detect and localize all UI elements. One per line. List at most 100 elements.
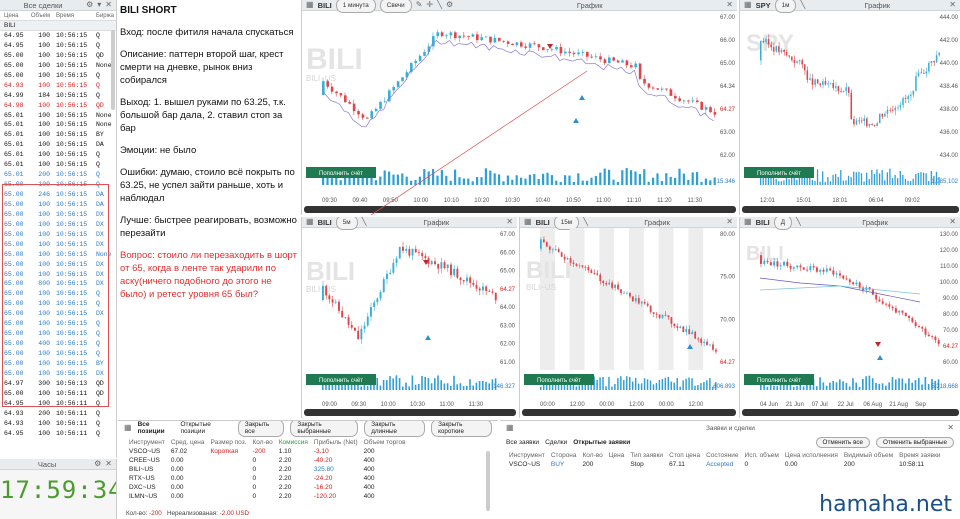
grid-icon[interactable]: ▦ xyxy=(506,423,514,432)
fill-account-button[interactable] xyxy=(524,374,594,385)
tape-row: 65.00 100 10:56:15 None xyxy=(0,250,116,260)
fill-account-button[interactable] xyxy=(306,167,376,178)
table-row[interactable]: ILMN~US 0.00 0 2.20 -120.20 400 xyxy=(126,492,409,501)
grid-icon[interactable]: ▦ xyxy=(524,217,532,226)
col-volume[interactable]: Объем торгов xyxy=(363,439,406,446)
interval-select[interactable]: 5м xyxy=(335,217,358,230)
orders-col[interactable]: Цена xyxy=(608,452,625,459)
orders-col[interactable]: Инструмент xyxy=(509,452,545,459)
gear-icon[interactable]: ⚙ xyxy=(94,459,102,468)
close-long-button[interactable]: Закрыть длинные xyxy=(364,421,426,437)
chart-main-symbol[interactable]: BILI xyxy=(317,0,332,10)
chart-spy-symbol[interactable]: SPY xyxy=(755,0,771,10)
grid-icon[interactable]: ▦ xyxy=(744,217,752,226)
close-selected-button[interactable]: Закрыть выбранные xyxy=(290,421,359,437)
menu-icon[interactable]: ▾ xyxy=(97,0,102,9)
chart-scrollbar[interactable] xyxy=(742,206,959,213)
volume-bar xyxy=(334,384,337,390)
grid-icon[interactable]: ▦ xyxy=(306,217,314,226)
line-tool-icon[interactable]: ╲ xyxy=(800,0,806,9)
close-icon[interactable]: ✕ xyxy=(947,423,954,432)
line-tool-icon[interactable]: ╲ xyxy=(361,217,367,226)
chart-scrollbar[interactable] xyxy=(304,206,736,213)
buy-arrow-icon xyxy=(687,344,693,349)
close-icon[interactable]: ✕ xyxy=(949,217,956,226)
tab-trades[interactable]: Сделки xyxy=(545,438,568,446)
settings-icon[interactable]: ⚙ xyxy=(445,0,454,9)
close-icon[interactable]: ✕ xyxy=(726,217,733,226)
table-row[interactable]: CREE~US 0.00 0 2.20 -40.20 400 xyxy=(126,456,409,465)
close-icon[interactable]: ✕ xyxy=(726,0,733,9)
col-avg-price[interactable]: Сред. цена xyxy=(170,439,205,446)
col-commission[interactable]: Комиссия xyxy=(278,439,308,446)
tab-open-positions[interactable]: Открытые позиции xyxy=(180,421,211,435)
interval-select[interactable]: Д xyxy=(773,217,792,230)
orders-col[interactable]: Сторона xyxy=(550,452,577,459)
line-tool-icon[interactable]: ╲ xyxy=(437,0,442,9)
orders-col[interactable]: Тип заявки xyxy=(630,452,664,459)
orders-col[interactable]: Кол-во xyxy=(582,452,603,459)
table-row[interactable]: BILI~US 0.00 0 2.20 325.80 400 xyxy=(126,465,409,474)
orders-col[interactable]: Исп. объем xyxy=(744,452,779,459)
table-row[interactable]: VSCO~US BUY 200 Stop 67.11 Accepted 0 0.00 200 10… xyxy=(506,460,944,469)
tape-symbol[interactable]: BILI xyxy=(0,21,116,31)
orders-col[interactable]: Видимый объем xyxy=(843,452,894,459)
positions-scrollbar[interactable] xyxy=(486,451,490,511)
chart-scrollbar[interactable] xyxy=(742,409,959,416)
tab-open-orders[interactable]: Открытые заявки xyxy=(573,438,631,446)
col-qty[interactable]: Кол-во xyxy=(252,439,273,446)
grid-icon[interactable]: ▦ xyxy=(306,0,314,9)
fill-account-button[interactable] xyxy=(306,374,376,385)
orders-col[interactable]: Цена исполнения xyxy=(784,452,838,459)
chart-br-title: График xyxy=(862,217,888,227)
grid-icon[interactable]: ▦ xyxy=(124,423,132,432)
orders-col[interactable]: Стоп цена xyxy=(669,452,701,459)
candle-body xyxy=(331,299,334,303)
chart-scrollbar[interactable] xyxy=(522,409,736,416)
chart-bm-symbol[interactable]: BILI xyxy=(535,217,550,227)
close-short-button[interactable]: Закрыть короткие xyxy=(431,421,492,437)
close-icon[interactable]: ✕ xyxy=(949,0,956,9)
chart-bl-symbol[interactable]: BILI xyxy=(317,217,332,227)
crosshair-icon[interactable]: ✛ xyxy=(426,0,434,9)
cancel-all-button[interactable]: Отменить все xyxy=(815,436,870,448)
close-all-button[interactable]: Закрыть все xyxy=(237,421,285,437)
tab-all-positions[interactable]: Все позиции xyxy=(137,421,165,435)
orders-col[interactable]: Время заявки xyxy=(899,452,941,459)
tape-cell: 246 xyxy=(38,191,50,198)
tab-all-orders[interactable]: Все заявки xyxy=(506,438,540,446)
table-row[interactable]: RTX~US 0.00 0 2.20 -24.20 400 xyxy=(126,474,409,483)
gear-icon[interactable]: ⚙ xyxy=(86,0,94,9)
chart-type-select[interactable]: Свечи xyxy=(379,0,412,13)
close-icon[interactable]: ✕ xyxy=(105,459,112,468)
cancel-selected-button[interactable]: Отменить выбранные xyxy=(876,436,954,448)
fill-account-button[interactable] xyxy=(744,374,814,385)
tape-scrollbar[interactable] xyxy=(111,30,115,110)
col-profit[interactable]: Прибыль (Net) xyxy=(313,439,358,446)
fill-account-button[interactable] xyxy=(744,167,814,178)
chart-scrollbar[interactable] xyxy=(304,409,516,416)
chart-br-symbol[interactable]: BILI xyxy=(755,217,770,227)
chart-spy-canvas[interactable]: SPY444.00442.00440.00438.46438.00436.004… xyxy=(740,11,960,215)
grid-icon[interactable]: ▦ xyxy=(744,0,752,9)
candle-body xyxy=(434,261,436,265)
line-tool-icon[interactable]: ╲ xyxy=(796,217,801,226)
interval-select[interactable]: 15м xyxy=(553,217,580,230)
col-size[interactable]: Размер поз. xyxy=(210,439,247,446)
draw-icon[interactable]: ✎ xyxy=(415,0,423,9)
footer-qty: -200 xyxy=(149,510,162,517)
close-icon[interactable]: ✕ xyxy=(506,217,513,226)
interval-select[interactable]: 1м xyxy=(774,0,797,13)
interval-select[interactable]: 1 минута xyxy=(335,0,376,13)
table-row[interactable]: VSCO~US 67.02 Короткая -200 1.10 -3.10 200 xyxy=(126,447,409,456)
col-instrument[interactable]: Инструмент xyxy=(129,439,165,446)
tape-title: Все сделки xyxy=(23,0,63,10)
chart-br-canvas[interactable]: BILI130.00120.00110.00100.0090.0080.0070… xyxy=(740,228,960,418)
line-tool-icon[interactable]: ╲ xyxy=(583,217,588,226)
close-icon[interactable]: ✕ xyxy=(105,0,112,9)
orders-col[interactable]: Состояние xyxy=(706,452,739,459)
table-row[interactable]: DXC~US 0.00 0 2.20 -16.20 400 xyxy=(126,483,409,492)
